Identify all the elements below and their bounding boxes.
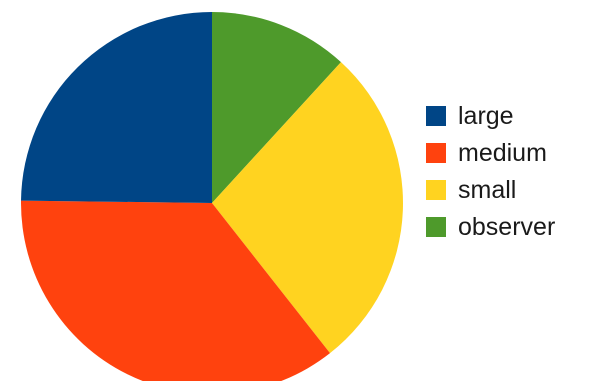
legend-swatch-small bbox=[426, 180, 446, 200]
legend-label-large: large bbox=[458, 102, 514, 130]
legend-label-medium: medium bbox=[458, 139, 547, 167]
legend-item-medium: medium bbox=[426, 139, 555, 167]
legend-item-observer: observer bbox=[426, 213, 555, 241]
legend-item-large: large bbox=[426, 102, 555, 130]
legend-swatch-observer bbox=[426, 217, 446, 237]
pie-slice-small bbox=[212, 62, 403, 354]
legend-label-observer: observer bbox=[458, 213, 556, 241]
pie-slice-large bbox=[21, 12, 213, 203]
legend-swatch-medium bbox=[426, 143, 446, 163]
pie-plot-area bbox=[21, 12, 403, 381]
pie-slice-medium bbox=[21, 200, 331, 381]
pie-slice-observer bbox=[212, 12, 341, 203]
legend: large medium small observer bbox=[426, 102, 555, 241]
legend-label-small: small bbox=[458, 176, 517, 204]
legend-item-small: small bbox=[426, 176, 555, 204]
legend-swatch-large bbox=[426, 106, 446, 126]
